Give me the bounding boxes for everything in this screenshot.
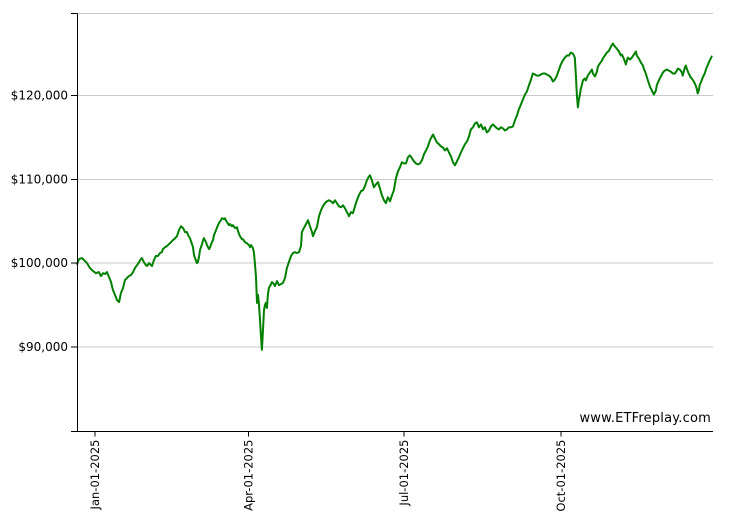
price-line (76, 42, 713, 351)
etfreplay-watermark: www.ETFreplay.com (579, 411, 711, 426)
x-tick-label: Jul-01-2025 (397, 440, 411, 507)
x-tick-label: Oct-01-2025 (554, 440, 568, 512)
y-tick-label: $110,000 (11, 172, 68, 186)
x-tick-label: Jan-01-2025 (88, 440, 102, 511)
x-tick-label: Apr-01-2025 (242, 440, 256, 511)
y-tick-label: $90,000 (18, 340, 68, 354)
y-tick-label: $100,000 (11, 256, 68, 270)
y-tick-label: $120,000 (11, 89, 68, 103)
